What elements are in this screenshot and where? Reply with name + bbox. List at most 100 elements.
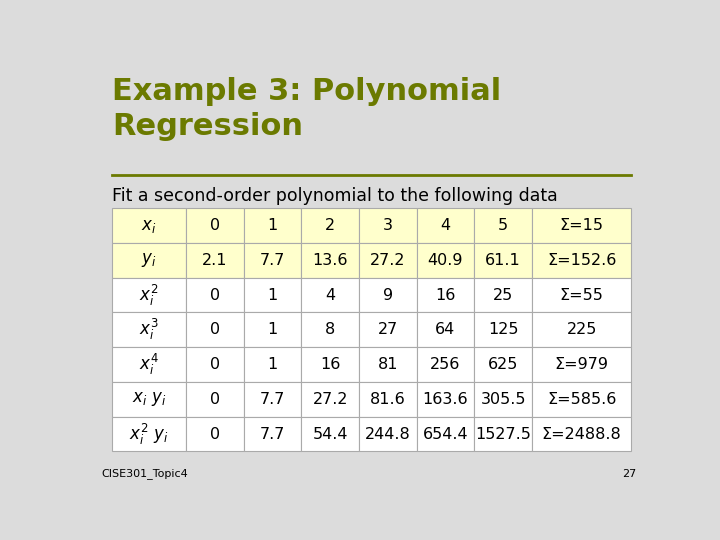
Bar: [112, 278, 186, 313]
Bar: [417, 208, 474, 243]
Bar: [243, 417, 301, 451]
Text: Σ=2488.8: Σ=2488.8: [541, 427, 621, 442]
Bar: [301, 313, 359, 347]
Text: $x_i$: $x_i$: [141, 217, 157, 234]
Text: CISE301_Topic4: CISE301_Topic4: [101, 468, 188, 478]
Bar: [243, 278, 301, 313]
Bar: [532, 243, 631, 278]
Text: 163.6: 163.6: [423, 392, 468, 407]
Text: 2.1: 2.1: [202, 253, 228, 268]
Text: 3: 3: [383, 218, 393, 233]
Bar: [359, 313, 417, 347]
Text: 27.2: 27.2: [312, 392, 348, 407]
Text: Σ=979: Σ=979: [554, 357, 608, 372]
Text: 0: 0: [210, 427, 220, 442]
Text: 8: 8: [325, 322, 336, 338]
Text: 305.5: 305.5: [480, 392, 526, 407]
Text: $x_i^2$: $x_i^2$: [140, 282, 159, 308]
Text: 81.6: 81.6: [370, 392, 405, 407]
Text: 654.4: 654.4: [423, 427, 468, 442]
Bar: [112, 243, 186, 278]
Text: 2: 2: [325, 218, 336, 233]
Text: 13.6: 13.6: [312, 253, 348, 268]
Text: 1: 1: [267, 322, 278, 338]
Bar: [301, 243, 359, 278]
Text: 61.1: 61.1: [485, 253, 521, 268]
Bar: [417, 382, 474, 417]
Bar: [186, 313, 243, 347]
Text: 1527.5: 1527.5: [475, 427, 531, 442]
Text: 625: 625: [488, 357, 518, 372]
Text: 7.7: 7.7: [260, 392, 285, 407]
Text: Σ=55: Σ=55: [559, 288, 603, 302]
Bar: [532, 278, 631, 313]
Bar: [186, 347, 243, 382]
Text: 0: 0: [210, 288, 220, 302]
Bar: [112, 417, 186, 451]
Text: 27: 27: [378, 322, 398, 338]
Text: 4: 4: [441, 218, 451, 233]
Text: 16: 16: [436, 288, 456, 302]
Text: 125: 125: [488, 322, 518, 338]
Bar: [186, 208, 243, 243]
Text: 5: 5: [498, 218, 508, 233]
Text: 244.8: 244.8: [365, 427, 410, 442]
Text: Fit a second-order polynomial to the following data: Fit a second-order polynomial to the fol…: [112, 187, 558, 205]
Bar: [417, 347, 474, 382]
Text: 256: 256: [431, 357, 461, 372]
Bar: [243, 382, 301, 417]
Bar: [532, 313, 631, 347]
Bar: [301, 417, 359, 451]
Bar: [112, 382, 186, 417]
Bar: [417, 278, 474, 313]
Text: 7.7: 7.7: [260, 427, 285, 442]
Bar: [474, 382, 532, 417]
Bar: [532, 382, 631, 417]
Text: 0: 0: [210, 322, 220, 338]
Text: 25: 25: [493, 288, 513, 302]
Text: Σ=585.6: Σ=585.6: [547, 392, 616, 407]
Bar: [186, 278, 243, 313]
Text: 1: 1: [267, 357, 278, 372]
Text: 16: 16: [320, 357, 341, 372]
Bar: [112, 347, 186, 382]
Text: 27.2: 27.2: [370, 253, 405, 268]
Text: Example 3: Polynomial
Regression: Example 3: Polynomial Regression: [112, 77, 502, 141]
Text: $y_i$: $y_i$: [141, 252, 157, 269]
Bar: [301, 347, 359, 382]
Bar: [359, 347, 417, 382]
Bar: [532, 208, 631, 243]
Bar: [417, 243, 474, 278]
Bar: [112, 208, 186, 243]
Bar: [243, 347, 301, 382]
Bar: [359, 417, 417, 451]
Text: 64: 64: [436, 322, 456, 338]
Bar: [417, 417, 474, 451]
Text: $x_i\ y_i$: $x_i\ y_i$: [132, 390, 166, 408]
Bar: [243, 313, 301, 347]
Bar: [359, 243, 417, 278]
Text: 81: 81: [377, 357, 398, 372]
Text: 54.4: 54.4: [312, 427, 348, 442]
Bar: [474, 208, 532, 243]
Bar: [112, 313, 186, 347]
Bar: [359, 278, 417, 313]
Text: 0: 0: [210, 218, 220, 233]
Bar: [301, 278, 359, 313]
Bar: [359, 382, 417, 417]
Bar: [474, 243, 532, 278]
Bar: [243, 243, 301, 278]
Text: 40.9: 40.9: [428, 253, 463, 268]
Text: $x_i^3$: $x_i^3$: [140, 318, 159, 342]
Bar: [186, 382, 243, 417]
Text: 27: 27: [623, 469, 637, 478]
Text: 7.7: 7.7: [260, 253, 285, 268]
Bar: [186, 417, 243, 451]
Bar: [359, 208, 417, 243]
Text: 0: 0: [210, 357, 220, 372]
Bar: [474, 347, 532, 382]
Text: 9: 9: [383, 288, 393, 302]
Text: Σ=152.6: Σ=152.6: [547, 253, 616, 268]
Text: 4: 4: [325, 288, 336, 302]
Bar: [474, 313, 532, 347]
